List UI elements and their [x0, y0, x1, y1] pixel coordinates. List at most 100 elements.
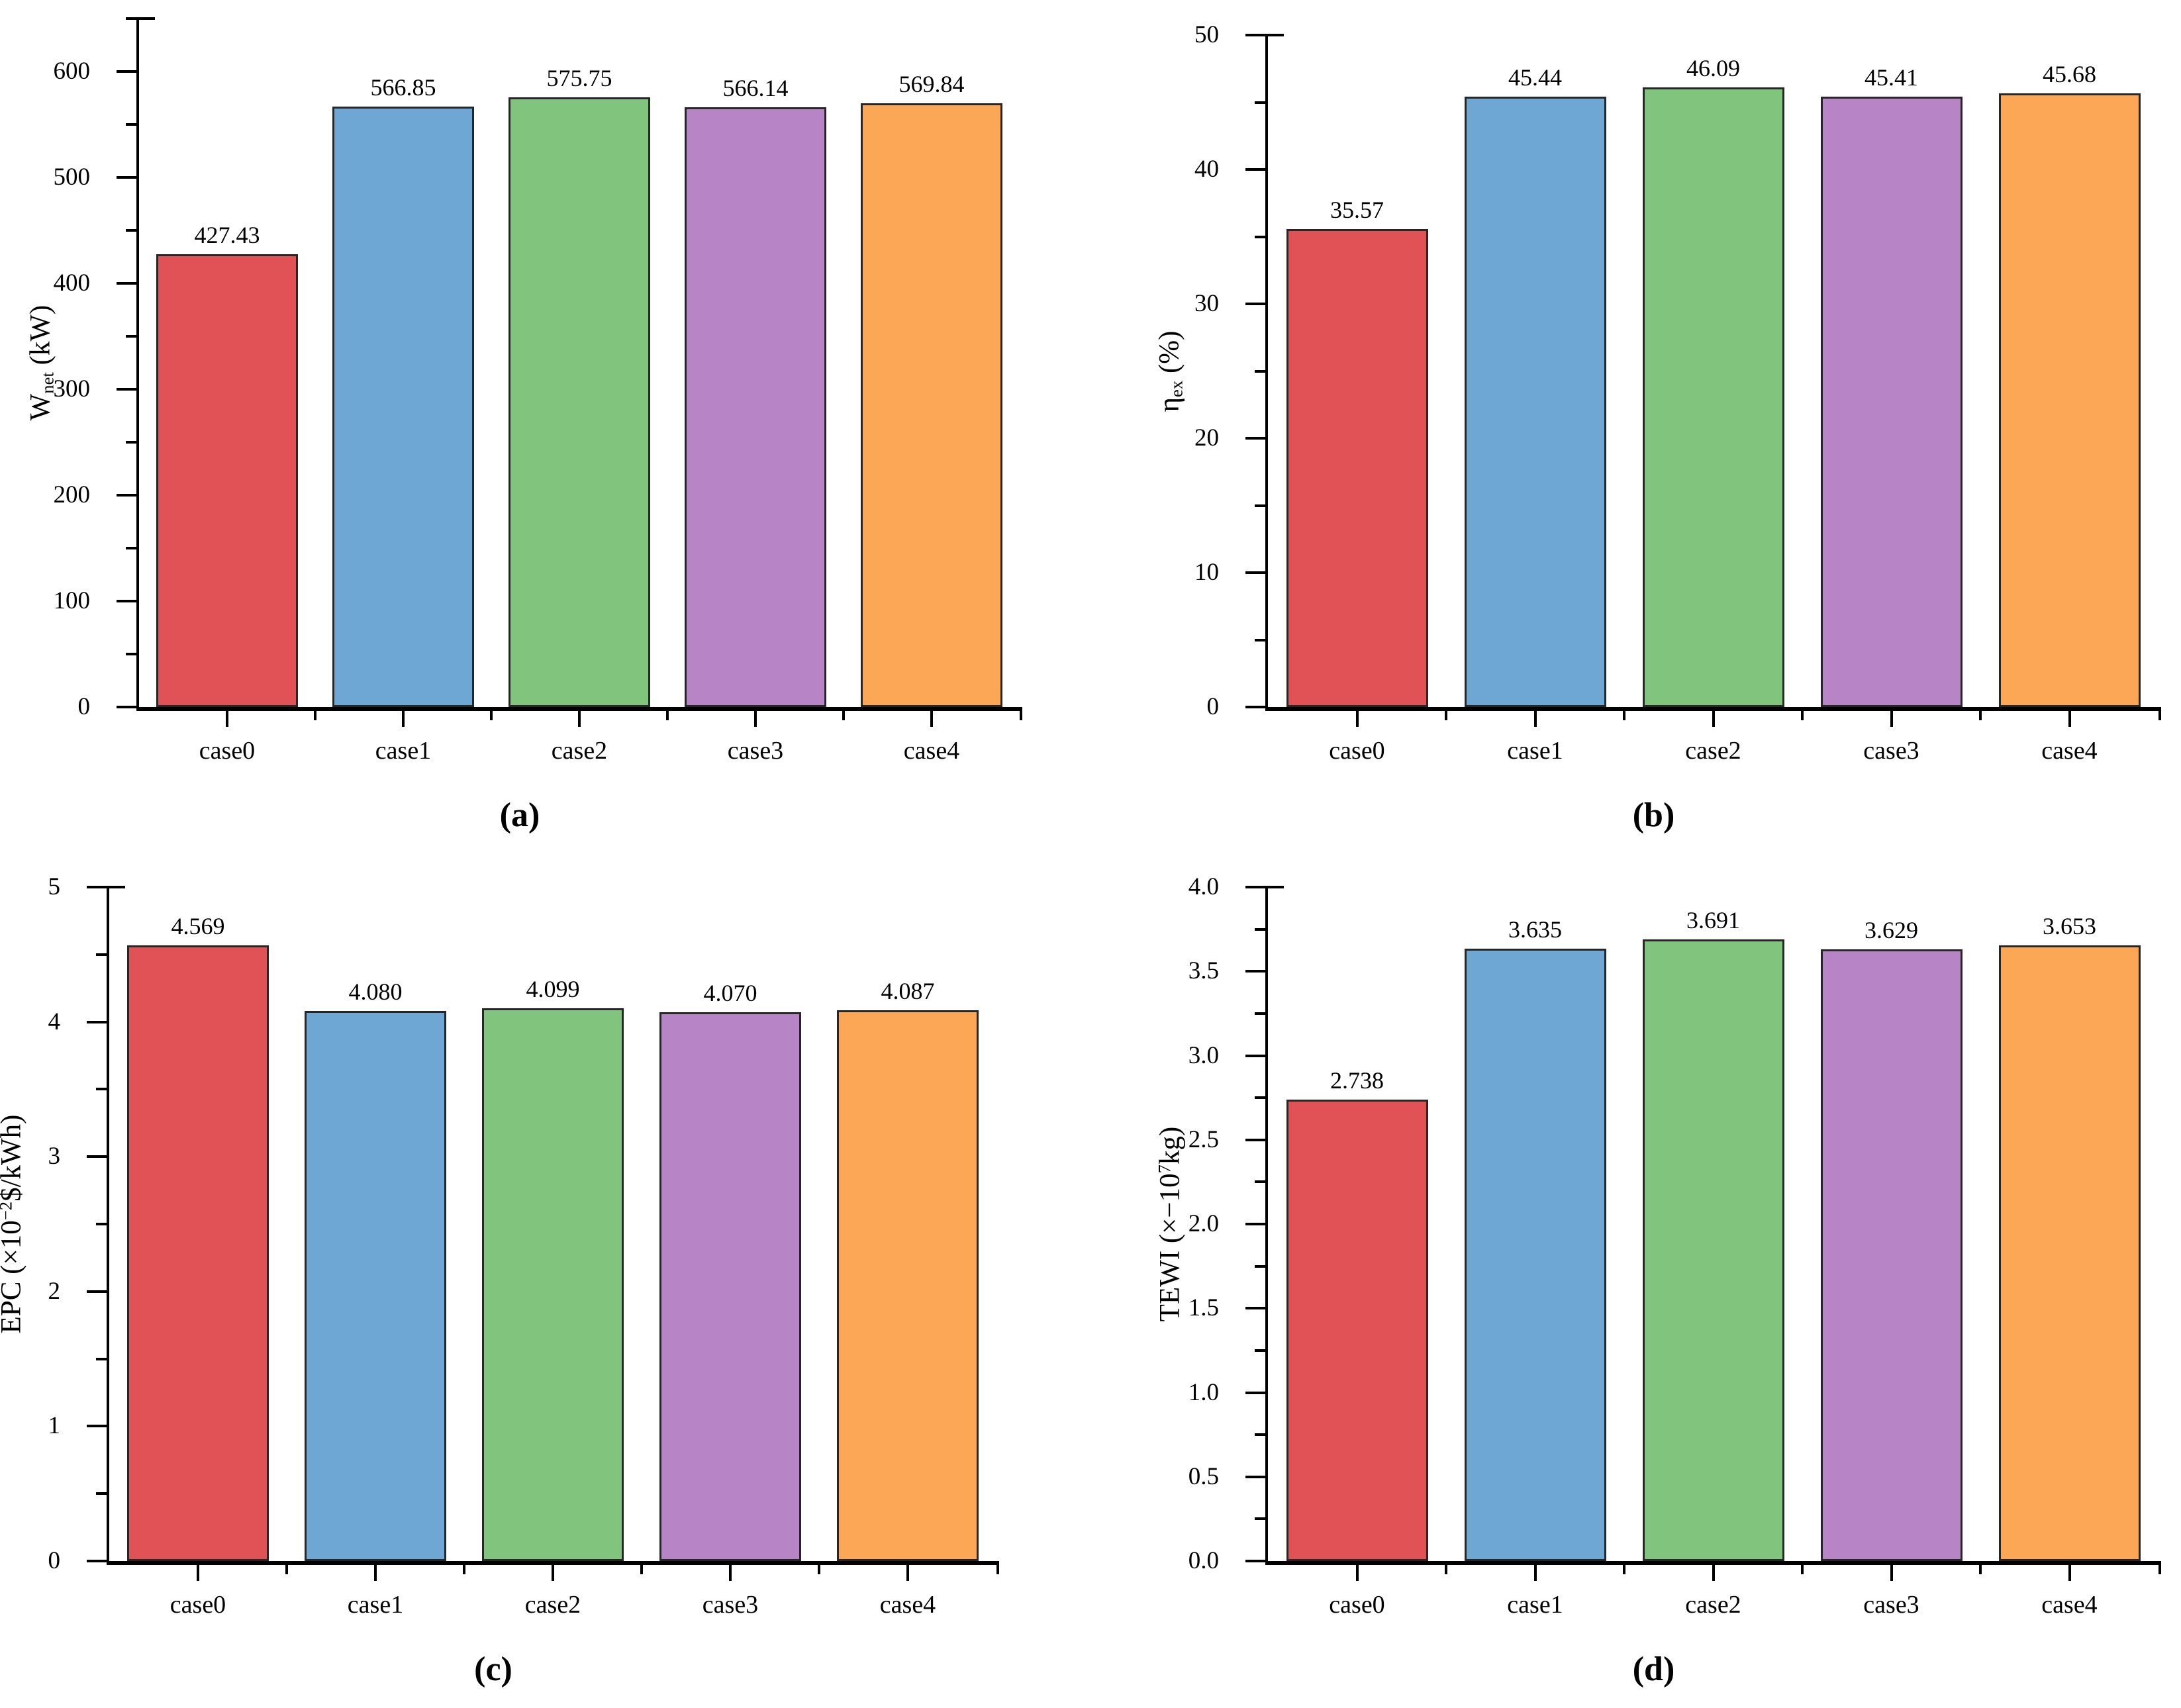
bar-value-label: 45.44 [1508, 64, 1562, 91]
plot-area-a: 0 100 200 300 400 500 600 case0 case1 case2 case3 c… [0, 0, 1090, 854]
bar-case2 [482, 1008, 624, 1561]
y-tick-label: 4.0 [1188, 873, 1219, 900]
y-major-tick [1245, 886, 1265, 888]
x-minor-tick [1801, 1565, 1804, 1574]
y-tick-label: 600 [53, 58, 91, 85]
bar-case4 [1998, 945, 2141, 1561]
x-category-label: case3 [702, 1591, 759, 1619]
y-minor-tick [1255, 1517, 1265, 1521]
y-minor-tick [126, 335, 136, 338]
x-category-label: case2 [1685, 1591, 1741, 1619]
y-axis-title: Wnet (kW) [24, 305, 58, 421]
y-tick-label: 2 [48, 1277, 61, 1305]
y-minor-tick [1255, 1096, 1265, 1100]
y-major-tick [1245, 303, 1265, 305]
y-axis-title-part: kg) [1154, 1126, 1186, 1164]
x-major-tick [2068, 711, 2071, 727]
y-tick-label: 3.5 [1188, 957, 1219, 985]
y-tick-label: 3.0 [1188, 1041, 1219, 1069]
y-major-tick [117, 282, 136, 285]
caption-d: (d) [1632, 1650, 1675, 1688]
y-minor-tick [1255, 1012, 1265, 1015]
y-major-tick [1245, 168, 1265, 171]
y-minor-tick [96, 1357, 107, 1360]
y-minor-tick [1255, 101, 1265, 104]
y-axis-top-cap [1265, 34, 1284, 36]
x-axis-end-cap [1020, 710, 1022, 720]
x-minor-tick [1801, 711, 1804, 720]
x-category-label: case1 [1507, 1591, 1563, 1619]
y-axis-title-part: EPC (×10 [0, 1220, 27, 1334]
y-axis-title: EPC (×10−2$/kWh) [0, 1115, 28, 1334]
bar-case0 [1286, 228, 1428, 707]
x-minor-tick [314, 711, 316, 720]
x-major-tick [226, 711, 228, 727]
x-category-label: case1 [375, 737, 432, 765]
bar-case2 [1642, 939, 1784, 1561]
y-axis-title-part: $/kWh) [0, 1114, 27, 1202]
bar-case3 [1820, 949, 1963, 1561]
y-major-tick [87, 886, 107, 888]
bar-case2 [1642, 87, 1784, 707]
y-axis-line [107, 887, 109, 1562]
y-major-tick [1245, 437, 1265, 440]
y-tick-label: 5 [48, 873, 61, 900]
y-tick-label: 1 [48, 1412, 61, 1440]
y-major-tick [87, 1020, 107, 1023]
y-major-tick [1245, 1307, 1265, 1310]
y-tick-label: 3 [48, 1143, 61, 1170]
x-axis-line [1265, 707, 2161, 711]
bar-value-label: 3.635 [1508, 916, 1562, 943]
y-major-tick [1245, 1560, 1265, 1562]
y-major-tick [117, 494, 136, 497]
bar-value-label: 566.85 [370, 74, 436, 101]
x-category-label: case0 [199, 737, 256, 765]
x-major-tick [1355, 711, 1359, 727]
x-minor-tick [463, 1565, 465, 1574]
x-major-tick [552, 1565, 554, 1581]
x-minor-tick [285, 1565, 288, 1574]
y-axis-title: TEWI (×−107kg) [1154, 1127, 1187, 1322]
x-minor-tick [1445, 711, 1447, 720]
y-major-tick [117, 706, 136, 708]
x-minor-tick [1979, 1565, 1982, 1574]
x-major-tick [402, 711, 405, 727]
y-major-tick [87, 1560, 107, 1562]
x-category-label: case2 [551, 737, 608, 765]
y-major-tick [117, 176, 136, 179]
y-tick-label: 400 [53, 269, 91, 297]
bar-value-label: 4.070 [703, 980, 757, 1007]
bar-case3 [659, 1012, 801, 1561]
y-major-tick [117, 388, 136, 391]
x-minor-tick [1623, 1565, 1625, 1574]
bar-value-label: 427.43 [194, 222, 260, 249]
y-tick-label: 0 [48, 1547, 61, 1574]
y-major-tick [87, 1425, 107, 1428]
x-major-tick [1712, 1565, 1715, 1581]
x-category-label: case1 [1507, 737, 1563, 765]
bar-case1 [305, 1011, 446, 1561]
y-tick-label: 100 [53, 587, 91, 614]
bar-value-label: 4.569 [171, 912, 225, 939]
y-tick-label: 200 [53, 481, 91, 508]
x-category-label: case0 [170, 1591, 226, 1619]
x-category-label: case4 [2041, 1591, 2098, 1619]
y-tick-label: 0 [1206, 693, 1220, 720]
x-major-tick [1890, 711, 1893, 727]
bar-case1 [332, 107, 474, 707]
x-major-tick [197, 1565, 199, 1581]
bar-value-label: 35.57 [1330, 196, 1384, 223]
y-axis-line [136, 19, 139, 708]
y-major-tick [117, 70, 136, 73]
bar-case1 [1464, 948, 1606, 1561]
y-axis-top-cap [107, 886, 125, 888]
y-minor-tick [126, 229, 136, 232]
y-tick-label: 30 [1194, 290, 1219, 317]
y-minor-tick [96, 1223, 107, 1225]
y-major-tick [1245, 34, 1265, 36]
bar-case4 [861, 103, 1002, 707]
x-category-label: case3 [1863, 1591, 1919, 1619]
x-minor-tick [1979, 711, 1982, 720]
x-major-tick [729, 1565, 732, 1581]
caption-b: (b) [1632, 796, 1675, 834]
